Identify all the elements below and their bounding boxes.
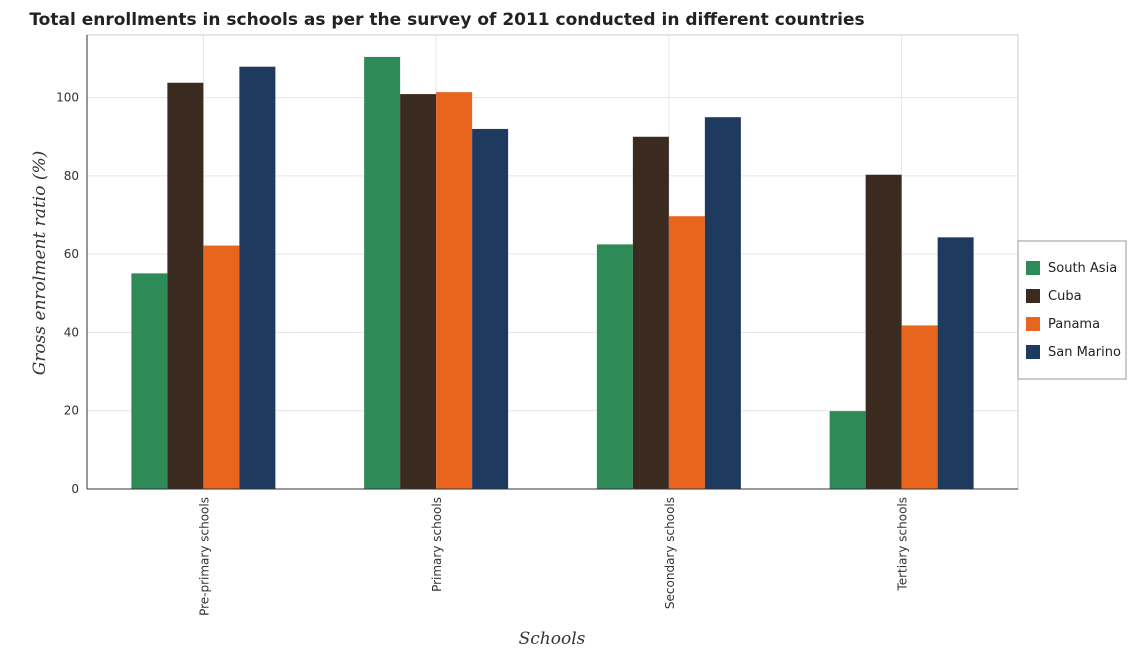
y-tick-label: 100 xyxy=(56,91,79,105)
legend-entry: San Marino xyxy=(1048,345,1121,360)
bar xyxy=(829,411,866,489)
bar xyxy=(436,92,473,489)
bar xyxy=(472,128,509,489)
legend-swatch xyxy=(1026,317,1040,331)
y-tick-label: 60 xyxy=(64,247,79,261)
y-tick-label: 20 xyxy=(64,404,79,418)
bar xyxy=(632,136,669,490)
legend-entry: Cuba xyxy=(1048,289,1082,304)
x-axis-label: Schools xyxy=(519,629,586,649)
bar xyxy=(400,94,437,490)
y-tick-label: 0 xyxy=(71,482,79,496)
bar xyxy=(239,66,276,489)
legend-entry: South Asia xyxy=(1048,261,1117,276)
y-tick-label: 40 xyxy=(64,325,79,339)
bar xyxy=(937,237,974,489)
x-tick-label: Secondary schools xyxy=(663,497,677,609)
bar xyxy=(364,56,401,490)
bar xyxy=(901,325,938,489)
legend-entry: Panama xyxy=(1048,317,1100,332)
bar xyxy=(203,245,240,489)
y-tick-label: 80 xyxy=(64,169,79,183)
legend: South Asia Cuba Panama San Marino xyxy=(1017,240,1127,380)
bar xyxy=(167,82,204,489)
legend-swatch xyxy=(1026,261,1040,275)
bar xyxy=(865,174,902,489)
axes: 0 20 40 60 80 100 Pre-primary schools Primary s… xyxy=(56,34,1019,616)
chart-title: Total enrollments in schools as per the … xyxy=(29,10,864,30)
legend-swatch xyxy=(1026,345,1040,359)
bars xyxy=(131,56,974,490)
y-axis-label: Gross enrolment ratio (%) xyxy=(30,151,50,376)
bar xyxy=(131,273,168,489)
bar xyxy=(668,216,705,489)
bar xyxy=(596,244,633,489)
bar xyxy=(704,117,741,490)
x-tick-label: Tertiary schools xyxy=(896,497,910,592)
legend-swatch xyxy=(1026,289,1040,303)
x-tick-label: Pre-primary schools xyxy=(197,497,211,616)
x-tick-label: Primary schools xyxy=(430,497,444,592)
